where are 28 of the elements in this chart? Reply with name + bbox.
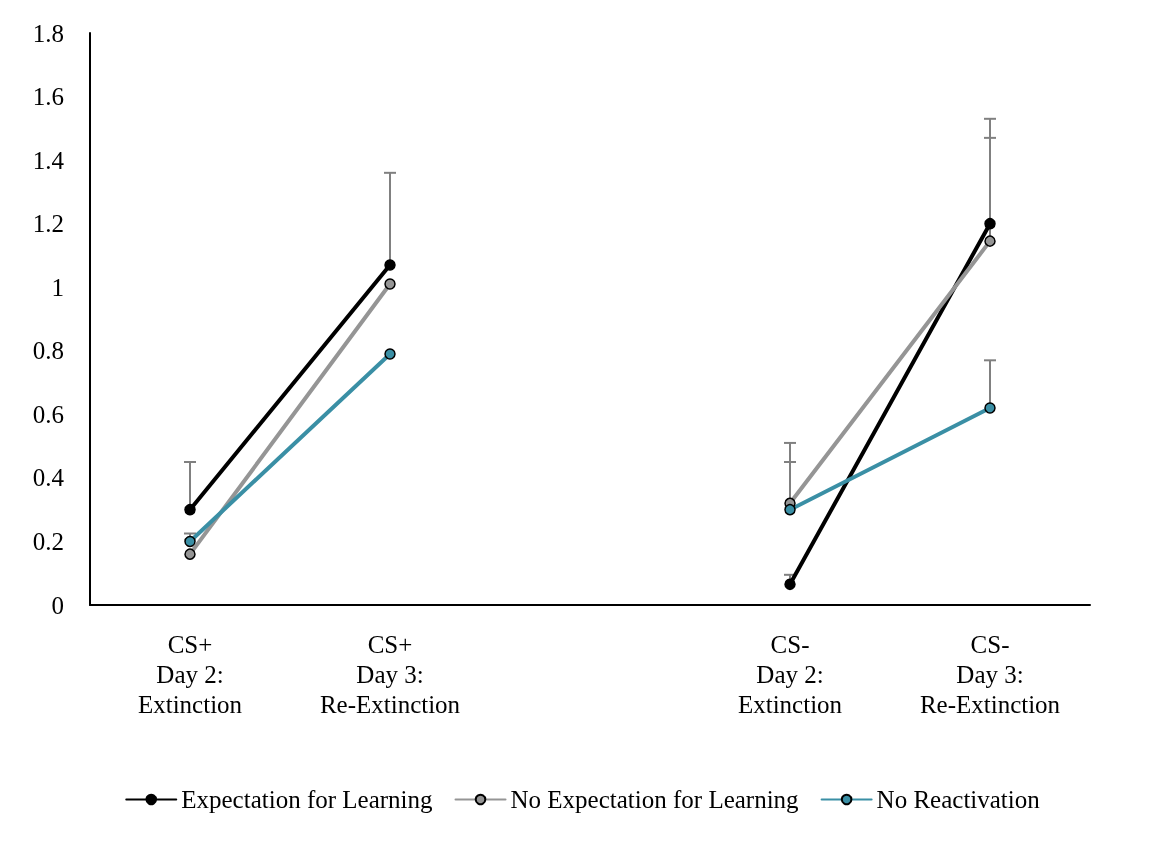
y-tick-label: 1	[51, 273, 64, 301]
legend-label: No Reactivation	[876, 786, 1041, 813]
point	[184, 535, 196, 548]
x-tick-label: CS- Day 2: Extinction	[737, 630, 843, 718]
point	[184, 503, 196, 516]
y-tick-label: 0.2	[32, 527, 64, 555]
point	[984, 217, 996, 230]
y-tick-label: 0.4	[32, 464, 65, 492]
legend-label: No Expectation for Learning	[510, 786, 800, 813]
x-tick-label: CS+ Day 3: Re-Extinction	[319, 630, 461, 718]
y-tick-label: 0.6	[32, 400, 64, 428]
y-tick-label: 0	[51, 591, 64, 619]
legend-label: Expectation for Learning	[181, 786, 434, 813]
point	[784, 503, 796, 516]
point	[384, 348, 396, 360]
point	[984, 402, 996, 414]
point	[984, 235, 996, 247]
y-tick-label: 1.8	[32, 19, 64, 47]
point	[784, 578, 796, 591]
point	[184, 548, 196, 560]
y-tick-label: 1.6	[32, 83, 64, 111]
x-tick-label: CS- Day 3: Re-Extinction	[919, 630, 1061, 718]
y-tick-label: 1.2	[32, 210, 64, 238]
y-tick-label: 1.4	[32, 146, 65, 174]
point	[384, 259, 396, 271]
y-tick-label: 0.8	[32, 337, 64, 365]
point	[384, 278, 396, 290]
x-tick-label: CS+ Day 2: Extinction	[137, 630, 243, 718]
